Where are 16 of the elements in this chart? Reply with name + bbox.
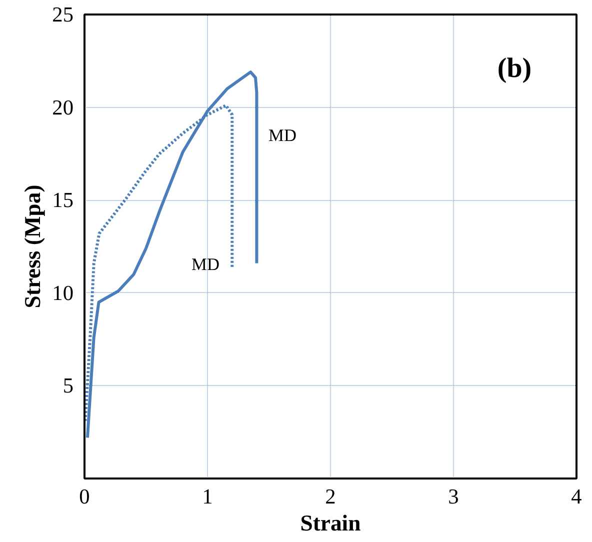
x-tick-label: 1 xyxy=(202,484,213,508)
x-axis-title: Strain xyxy=(300,510,362,536)
y-tick-label: 5 xyxy=(62,374,74,398)
annotation: MD xyxy=(268,126,296,145)
x-tick-label: 4 xyxy=(571,484,582,508)
x-tick-label: 3 xyxy=(448,484,459,508)
y-tick-label: 20 xyxy=(52,95,74,120)
y-tick-label: 25 xyxy=(52,2,74,26)
annotation: (b) xyxy=(497,53,532,84)
annotation: MD xyxy=(192,255,220,274)
line-series xyxy=(86,70,258,440)
x-tick-label: 0 xyxy=(79,484,90,508)
y-tick-label: 10 xyxy=(52,280,74,305)
y-tick-label: 15 xyxy=(52,188,74,212)
x-tick-label: 2 xyxy=(325,484,336,508)
y-axis-title: Stress (Mpa) xyxy=(20,184,46,308)
